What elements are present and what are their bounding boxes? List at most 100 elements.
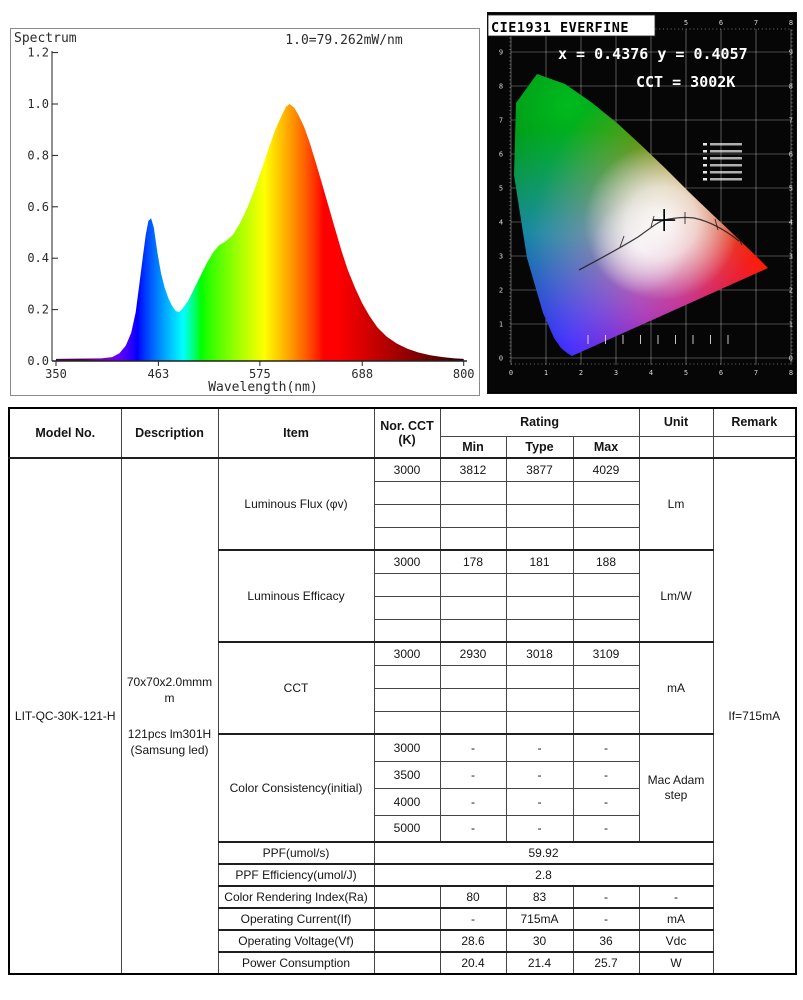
max-cell: [572, 526, 640, 551]
cie-y-tick-label: 4: [499, 219, 503, 227]
table-row: PPF Efficiency(umol/J) 2.8: [9, 863, 796, 887]
max-cell: 188: [572, 549, 640, 574]
table-row: Operating Current(If) -715mA - mA: [9, 907, 796, 931]
cie-y-tick-label-right: 1: [789, 321, 793, 329]
min-cell: 28.6: [439, 929, 507, 953]
type-cell: 83: [505, 885, 574, 909]
cie-y-tick-label-right: 2: [789, 287, 793, 295]
cie-x-tick-label: 1: [544, 369, 548, 377]
cct-cell: 4000: [373, 787, 441, 816]
cie-x-tick-label: 7: [754, 369, 758, 377]
remark-cell: If=715mA: [712, 457, 797, 975]
text-line: Lm: [667, 496, 685, 511]
spectrum-x-tick-label: 463: [148, 367, 170, 381]
table-row: LIT-QC-30K-121-H 70x70x2.0mmm m 121pcs lm30…: [8, 457, 797, 975]
min-cell: 3812: [439, 457, 507, 482]
table-row: Color Consistency(initial) 3000- - - Mac Ada…: [9, 733, 796, 843]
text-line: 70x70x2.0mmm: [126, 675, 213, 689]
measurement-point-marker: [653, 209, 676, 232]
cie-y-tick-label: 2: [499, 287, 503, 295]
cie-top-tick-label: 8: [789, 19, 793, 27]
max-cell: [572, 664, 640, 689]
spectrum-chart-panel: 0.0 0.2 0.4 0.6 0.8 1.0 1.2 350 463 575 688 800 Spe…: [10, 28, 480, 396]
cie-y-tick-label: 7: [499, 117, 503, 125]
max-cell: 4029: [572, 457, 640, 482]
item-cell: PPF Efficiency(umol/J): [217, 863, 375, 887]
type-cell: [505, 526, 574, 551]
table-row: Power Consumption 20.4 21.4 25.7 W: [9, 951, 796, 975]
text-line: mA: [667, 680, 686, 695]
cie-y-tick-label-right: 8: [789, 83, 793, 91]
max-cell: [572, 687, 640, 712]
type-cell: 3018: [505, 641, 574, 666]
unit-cell: mA: [638, 641, 714, 735]
unit-cell: Lm/W: [638, 549, 714, 643]
col-header-model: Model No.: [8, 407, 122, 459]
spectrum-title: Spectrum: [14, 31, 77, 46]
type-cell: [505, 710, 574, 735]
cie-x-tick-label: 6: [719, 369, 723, 377]
cie-xy-readout: x = 0.4376 y = 0.4057: [558, 45, 748, 63]
cie-cct-readout: CCT = 3002K: [636, 73, 735, 91]
remark-subheader-empty: [712, 435, 797, 459]
cct-cell: [373, 687, 441, 712]
nor-cct-line2: (K): [398, 433, 416, 447]
text-line: Lm/W: [660, 588, 692, 603]
cie-legend-box: [703, 143, 742, 181]
col-header-description: Description: [120, 407, 219, 459]
spectrum-y-tick-label: 0.6: [27, 200, 49, 214]
item-cell: Power Consumption: [217, 951, 375, 975]
max-cell: [572, 710, 640, 735]
cct-cell: 3000: [373, 733, 441, 762]
cct-cell: [373, 572, 441, 597]
table-row: Luminous Efficacy 3000 178 181 188 Lm/W: [9, 549, 796, 643]
text-line: step: [664, 788, 688, 802]
min-cell: [439, 710, 507, 735]
max-cell: -: [572, 787, 640, 816]
cie-y-tick-label-right: 6: [789, 151, 793, 159]
min-cell: [439, 664, 507, 689]
max-cell: [572, 572, 640, 597]
type-cell: 30: [505, 929, 574, 953]
spectrum-y-tick-label: 0.2: [27, 303, 49, 317]
col-header-min: Min: [439, 435, 507, 459]
table-header-row-2: Min Type Max: [9, 435, 797, 459]
model-no-cell: LIT-QC-30K-121-H: [8, 457, 122, 975]
col-header-max: Max: [572, 435, 640, 459]
type-cell: 3877: [505, 457, 574, 482]
cie-top-tick-label: 7: [754, 19, 758, 27]
cie-minor-ticks: [587, 335, 729, 344]
cct-cell: 5000: [373, 814, 441, 843]
min-cell: [439, 595, 507, 620]
cie-y-tick-label-right: 9: [789, 49, 793, 57]
cie-title-bar: [487, 14, 656, 37]
type-cell: -: [505, 814, 574, 843]
min-cell: [439, 480, 507, 505]
table-row: Operating Voltage(Vf) 28.6 30 36 Vdc: [9, 929, 796, 953]
cie1931-panel: 00112233445566778800112233445566778899 C…: [487, 12, 797, 394]
item-cell: CCT: [217, 641, 375, 735]
type-cell: [505, 503, 574, 528]
spectrum-y-tick-label: 0.4: [27, 251, 49, 265]
type-cell: [505, 480, 574, 505]
unit-subheader-empty: [638, 435, 714, 459]
item-cell: Operating Voltage(Vf): [217, 929, 375, 953]
spectrum-x-tick-label: 350: [45, 367, 67, 381]
max-cell: -: [572, 733, 640, 762]
cct-tick-marks: [619, 212, 743, 248]
table-row: [9, 618, 796, 643]
spectrum-x-tick-label: 688: [351, 367, 373, 381]
cie-y-tick-label: 8: [499, 83, 503, 91]
item-cell: Operating Current(If): [217, 907, 375, 931]
item-cell: Luminous Flux (φv): [217, 457, 375, 551]
cie-top-tick-label: 5: [684, 19, 688, 27]
unit-cell: W: [638, 951, 714, 975]
cct-cell: [373, 929, 441, 953]
cie-y-tick-label-right: 5: [789, 185, 793, 193]
type-cell: [505, 595, 574, 620]
type-cell: 21.4: [505, 951, 574, 975]
min-cell: [439, 503, 507, 528]
min-cell: -: [439, 760, 507, 789]
item-cell: Color Consistency(initial): [217, 733, 375, 843]
spectrum-curve: [56, 104, 464, 361]
